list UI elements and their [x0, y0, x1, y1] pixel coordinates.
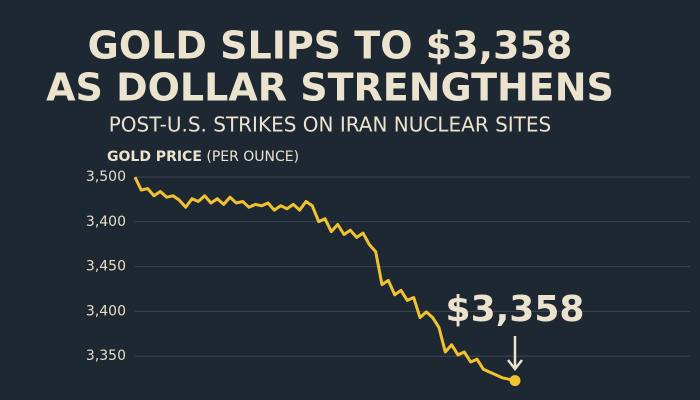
- y-tick-label: 3,400: [86, 214, 126, 230]
- y-axis-label: GOLD PRICE (PER OUNCE): [107, 149, 299, 165]
- plot: [133, 176, 521, 387]
- y-tick-label: 3,450: [86, 259, 126, 275]
- chart-title-line2: AS DOLLAR STRENGTHENS: [46, 66, 614, 110]
- price-line: [133, 176, 516, 383]
- grid: [135, 176, 690, 357]
- y-tick-label: 3,500: [86, 169, 126, 185]
- y-axis-label-main: GOLD PRICE: [107, 149, 202, 165]
- end-point: [509, 375, 521, 387]
- arrow-head: [507, 359, 523, 372]
- y-axis-label-note: (PER OUNCE): [206, 149, 299, 165]
- annotation: $3,358: [446, 289, 585, 330]
- y-tick-label: 3,400: [86, 303, 126, 319]
- arrow: [507, 336, 523, 372]
- chart-title: GOLD SLIPS TO $3,358: [88, 24, 573, 68]
- y-tick-label: 3,350: [86, 348, 126, 364]
- chart-subtitle: POST-U.S. STRIKES ON IRAN NUCLEAR SITES: [109, 113, 551, 137]
